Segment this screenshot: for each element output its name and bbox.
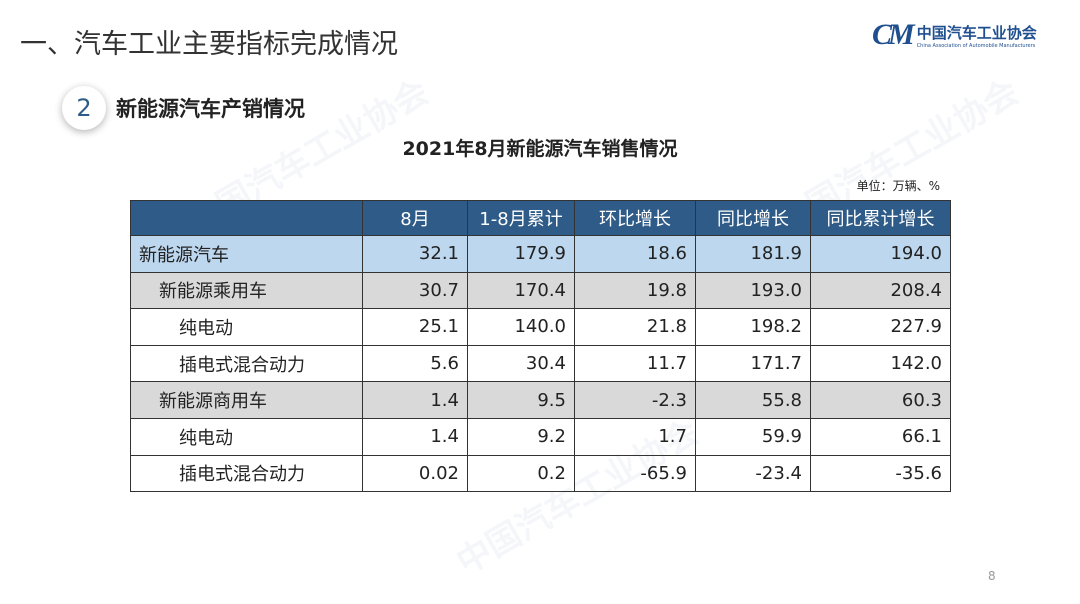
table-cell: 59.9 (695, 417, 811, 456)
table-row: 新能源汽车 32.1 179.9 18.6 181.9 194.0 (130, 235, 951, 273)
row-label: 新能源商用车 (130, 381, 363, 419)
table-cell: -23.4 (695, 454, 811, 493)
table-cell: 208.4 (810, 271, 951, 310)
row-label: 插电式混合动力 (130, 454, 363, 493)
table-row: 新能源乘用车 30.7 170.4 19.8 193.0 208.4 (130, 271, 951, 310)
table-cell: 9.5 (467, 381, 575, 419)
table-cell: 193.0 (695, 271, 811, 310)
table-cell: 30.4 (467, 344, 575, 383)
page-title: 一、汽车工业主要指标完成情况 (20, 29, 398, 60)
row-label: 纯电动 (130, 417, 363, 456)
column-header: 环比增长 (574, 200, 696, 236)
table-cell: 55.8 (695, 381, 811, 419)
table-cell: 60.3 (810, 381, 951, 419)
table-cell: 18.6 (574, 235, 696, 273)
table-cell: 142.0 (810, 344, 951, 383)
table-cell: 170.4 (467, 271, 575, 310)
table-row: 插电式混合动力 0.02 0.2 -65.9 -23.4 -35.6 (130, 454, 951, 493)
table-cell: 179.9 (467, 235, 575, 273)
table-cell: 5.6 (362, 344, 468, 383)
table-cell: 11.7 (574, 344, 696, 383)
table-cell: 227.9 (810, 308, 951, 346)
logo: CM 中国汽车工业协会 China Association of Automob… (872, 18, 1037, 52)
table-cell: 32.1 (362, 235, 468, 273)
table-cell: 21.8 (574, 308, 696, 346)
table-cell: 9.2 (467, 417, 575, 456)
table-cell: 66.1 (810, 417, 951, 456)
column-header: 1-8月累计 (467, 200, 575, 236)
table-cell: 181.9 (695, 235, 811, 273)
table-row: 新能源商用车 1.4 9.5 -2.3 55.8 60.3 (130, 381, 951, 419)
table-cell: 194.0 (810, 235, 951, 273)
table-cell: 1.4 (362, 381, 468, 419)
section-label: 新能源汽车产销情况 (116, 97, 305, 121)
table-cell: 1.4 (362, 417, 468, 456)
section-number: 2 (62, 86, 106, 130)
logo-mark-icon: CM (872, 18, 915, 51)
table-row: 插电式混合动力 5.6 30.4 11.7 171.7 142.0 (130, 344, 951, 383)
table-cell: -65.9 (574, 454, 696, 493)
table-cell: 0.02 (362, 454, 468, 493)
table-cell: -35.6 (810, 454, 951, 493)
table-title: 2021年8月新能源汽车销售情况 (402, 138, 678, 160)
column-header: 同比增长 (695, 200, 811, 236)
table-cell: 19.8 (574, 271, 696, 310)
row-label: 新能源乘用车 (130, 271, 363, 310)
table-cell: 198.2 (695, 308, 811, 346)
row-label: 新能源汽车 (130, 235, 363, 273)
table-cell: -2.3 (574, 381, 696, 419)
table-cell: 140.0 (467, 308, 575, 346)
column-header: 同比累计增长 (810, 200, 951, 236)
section-heading: 2 新能源汽车产销情况 (62, 86, 305, 130)
table-row: 纯电动 25.1 140.0 21.8 198.2 227.9 (130, 308, 951, 346)
table-cell: 1.7 (574, 417, 696, 456)
table-row: 纯电动 1.4 9.2 1.7 59.9 66.1 (130, 417, 951, 456)
row-label: 纯电动 (130, 308, 363, 346)
table-cell: 30.7 (362, 271, 468, 310)
row-label: 插电式混合动力 (130, 344, 363, 383)
logo-name-cn: 中国汽车工业协会 (916, 23, 1037, 42)
table-cell: 25.1 (362, 308, 468, 346)
table-cell: 0.2 (467, 454, 575, 493)
sales-table: 8月 1-8月累计 环比增长 同比增长 同比累计增长 新能源汽车 32.1 179.9 18.… (130, 200, 951, 493)
column-header: 8月 (362, 200, 468, 236)
logo-name-en: China Association of Automobile Manufact… (916, 42, 1036, 49)
page-number: 8 (988, 569, 996, 583)
table-cell: 171.7 (695, 344, 811, 383)
column-header (130, 200, 363, 236)
unit-label: 单位：万辆、% (856, 179, 940, 193)
